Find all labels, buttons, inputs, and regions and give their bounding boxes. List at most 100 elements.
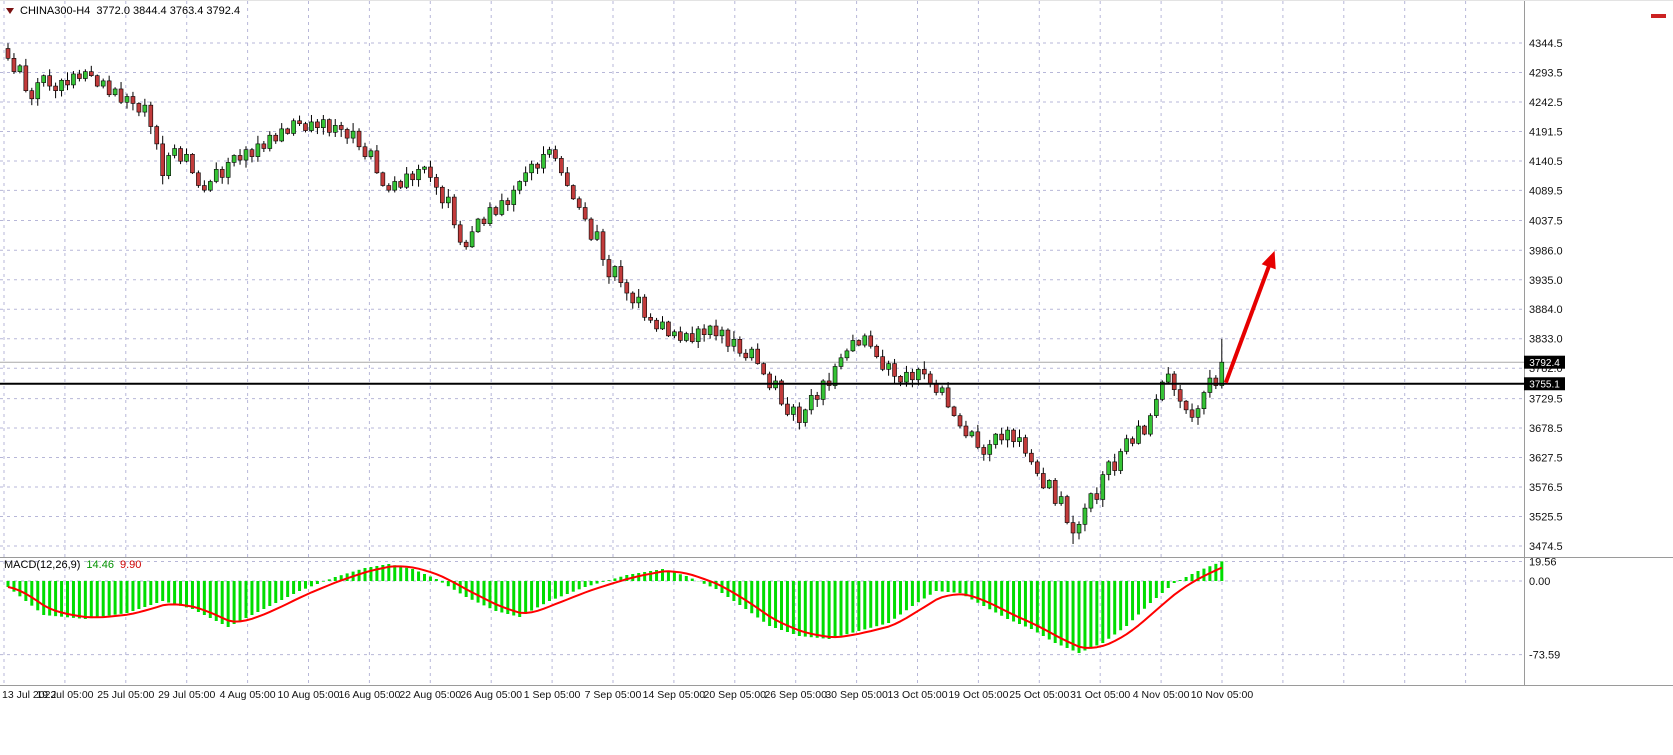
candle-body xyxy=(1011,429,1016,442)
candle-body xyxy=(1100,474,1106,500)
candle-body xyxy=(1088,493,1094,509)
time-tick-label: 10 Aug 05:00 xyxy=(278,689,340,701)
candle-body xyxy=(1082,507,1088,525)
price-tick-label: 4037.5 xyxy=(1529,215,1563,227)
symbol-name: CHINA300-H4 xyxy=(20,5,91,17)
time-tick-label: 14 Sep 05:00 xyxy=(643,689,706,701)
candle-body xyxy=(469,231,475,248)
candle-body xyxy=(761,363,766,375)
candle-body xyxy=(785,403,790,415)
time-tick-label: 22 Aug 05:00 xyxy=(399,689,461,701)
candle-body xyxy=(326,119,332,133)
candle-body xyxy=(297,120,302,124)
candle-body xyxy=(208,181,213,191)
candle-body xyxy=(178,148,183,162)
candle-body xyxy=(1005,429,1010,441)
ask-price-marker-value: 3792.4 xyxy=(1529,358,1560,369)
candle-body xyxy=(112,88,118,96)
candle-body xyxy=(921,369,927,375)
candle-body xyxy=(368,150,374,157)
price-tick-label: 4344.5 xyxy=(1529,38,1563,50)
time-tick-label: 19 Oct 05:00 xyxy=(948,689,1008,701)
candle-body xyxy=(916,369,921,381)
candle-body xyxy=(1177,389,1183,402)
candle-body xyxy=(553,149,558,159)
candle-body xyxy=(1017,437,1022,442)
candle-body xyxy=(874,345,880,357)
candle-body xyxy=(124,96,130,103)
candle-body xyxy=(832,366,838,386)
candle-body xyxy=(213,169,219,182)
candle-body xyxy=(713,325,719,337)
candle-body xyxy=(547,149,552,155)
candle-body xyxy=(1195,408,1201,418)
candle-body xyxy=(237,155,243,161)
candle-body xyxy=(83,71,88,79)
candle-body xyxy=(1041,473,1046,489)
price-tick-label: 3525.5 xyxy=(1529,512,1563,524)
candle-body xyxy=(118,88,124,103)
candle-body xyxy=(933,383,939,393)
trend-arrow-line[interactable] xyxy=(1223,257,1274,384)
candle-body xyxy=(612,266,618,278)
annotation-layer xyxy=(1223,250,1276,384)
candle-body xyxy=(957,415,963,427)
candle-body xyxy=(1052,480,1058,504)
candle-body xyxy=(660,321,665,330)
candle-body xyxy=(1058,496,1064,504)
candle-body xyxy=(184,153,189,162)
candle-body xyxy=(463,241,469,248)
time-tick-label: 1 Sep 05:00 xyxy=(524,689,581,701)
candle-body xyxy=(457,224,463,243)
macd-main-value: 14.46 xyxy=(86,559,114,571)
candle-body xyxy=(945,387,951,408)
candle-body xyxy=(17,65,23,72)
candle-body xyxy=(535,163,540,169)
candle-body xyxy=(41,75,47,83)
trend-arrow-head[interactable] xyxy=(1261,250,1276,270)
candle-body xyxy=(315,121,320,129)
candle-body xyxy=(767,373,772,389)
candle-body xyxy=(1130,438,1135,444)
candle-body xyxy=(65,79,70,86)
price-tick-label: 3884.0 xyxy=(1529,304,1563,316)
macd-name: MACD(12,26,9) xyxy=(4,559,81,571)
candle-body xyxy=(559,158,564,174)
candle-body xyxy=(654,319,659,330)
time-tick-label: 25 Oct 05:00 xyxy=(1009,689,1069,701)
price-tick-label: 4242.5 xyxy=(1529,97,1563,109)
candle-body xyxy=(231,155,237,163)
candle-body xyxy=(303,123,308,131)
candle-body xyxy=(392,181,398,191)
candle-body xyxy=(701,328,707,335)
time-tick-label: 19 Jul 05:00 xyxy=(36,689,93,701)
candle-body xyxy=(927,373,933,385)
candle-body xyxy=(374,150,380,174)
candle-body xyxy=(279,128,285,142)
price-tick-label: 3474.5 xyxy=(1529,541,1563,553)
bid-price-marker-box xyxy=(1524,377,1565,391)
candle-body xyxy=(1142,425,1147,435)
candle-body xyxy=(29,90,35,100)
candle-body xyxy=(880,356,885,370)
candle-body xyxy=(838,357,844,367)
candle-body xyxy=(1023,437,1028,454)
candle-body xyxy=(951,406,957,416)
candle-body xyxy=(428,166,433,178)
time-tick-label: 25 Jul 05:00 xyxy=(97,689,154,701)
candle-body xyxy=(332,125,338,133)
candle-body xyxy=(1046,480,1052,489)
candle-body xyxy=(779,380,784,405)
candle-body xyxy=(196,172,201,186)
symbol-dropdown-icon[interactable] xyxy=(6,8,14,14)
candle-body xyxy=(904,371,909,383)
candle-body xyxy=(808,395,814,411)
price-tick-label: 4140.5 xyxy=(1529,156,1563,168)
time-tick-label: 20 Sep 05:00 xyxy=(704,689,767,701)
candle-body xyxy=(868,335,874,347)
candle-body xyxy=(511,189,517,205)
candle-body xyxy=(755,348,761,364)
candle-body xyxy=(219,169,225,178)
candle-body xyxy=(1076,524,1082,534)
